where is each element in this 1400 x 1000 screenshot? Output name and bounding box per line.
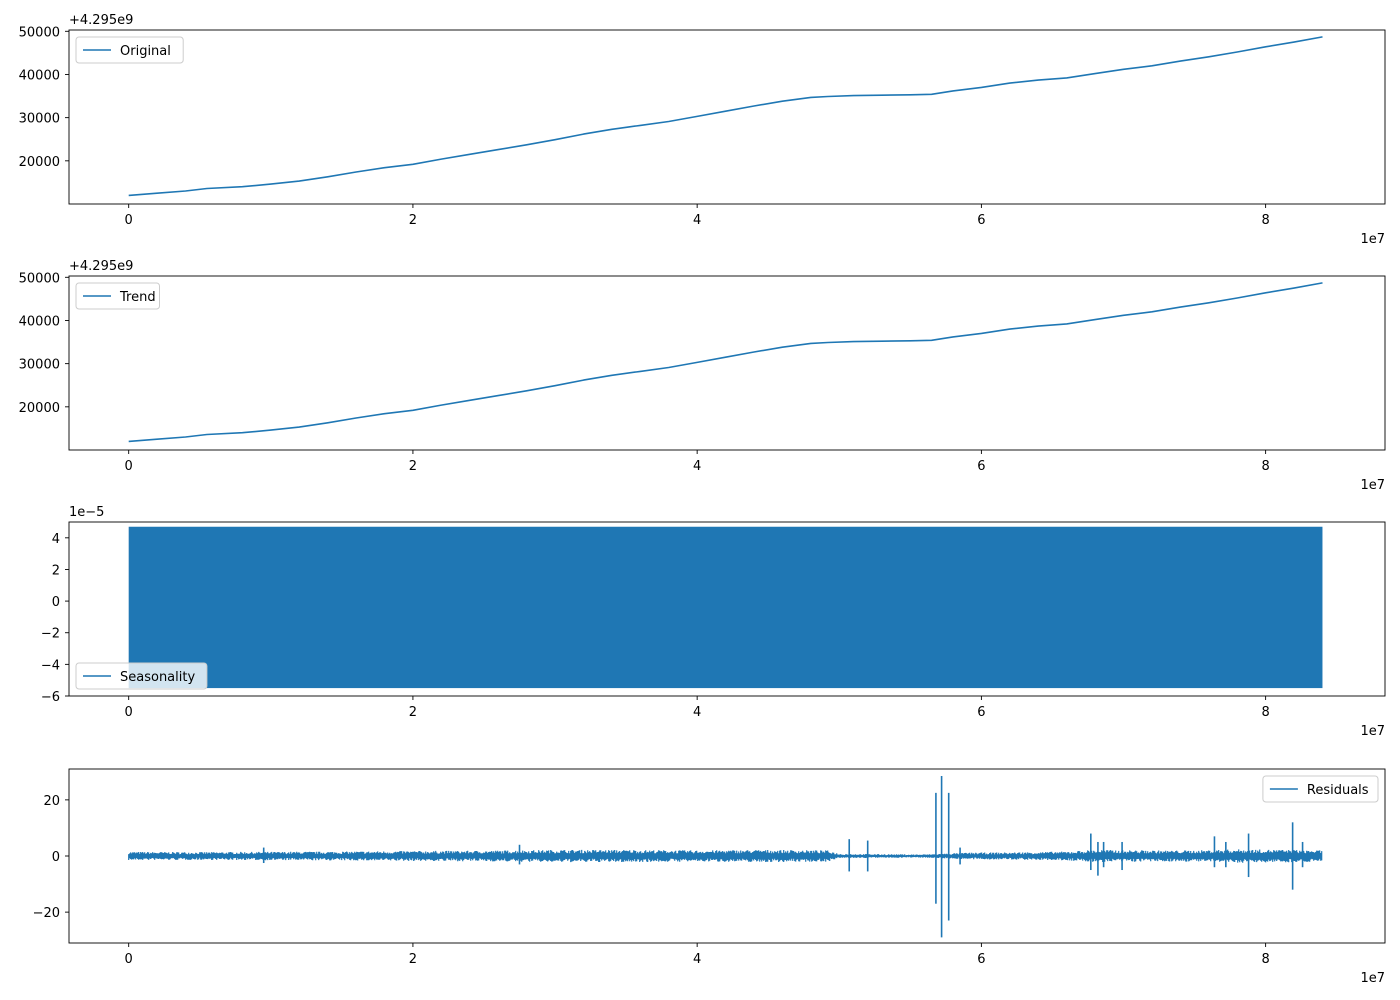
legend-box <box>75 662 208 690</box>
x-tick-label: 4 <box>693 459 701 474</box>
x-tick-label: 8 <box>1261 952 1269 967</box>
x-multiplier-label: 1e7 <box>1360 232 1385 247</box>
y-tick-label: −4 <box>41 658 60 673</box>
y-tick-label: 40000 <box>19 314 60 329</box>
y-tick-label: 40000 <box>19 68 60 83</box>
panel-1: 0 2 4 6 8 1e7 20000 30000 40000 50000 +4.295e9 Orig… <box>19 13 1386 247</box>
y-tick-label: 30000 <box>19 112 60 127</box>
x-tick-label: 6 <box>977 952 985 967</box>
x-tick-label: 0 <box>125 952 133 967</box>
x-tick-label: 4 <box>693 705 701 720</box>
y-tick-label: 30000 <box>19 358 60 373</box>
y-tick-label: −2 <box>41 627 60 642</box>
legend-label: Trend <box>119 290 156 305</box>
legend-box <box>75 282 160 310</box>
x-tick-label: 4 <box>693 213 701 228</box>
x-tick-label: 0 <box>125 459 133 474</box>
axes-frame <box>68 275 1386 451</box>
x-multiplier-label: 1e7 <box>1360 971 1385 986</box>
legend: Original <box>75 36 184 64</box>
plot-area <box>128 776 1323 938</box>
y-tick-label: −20 <box>33 906 60 921</box>
y-tick-label: −6 <box>41 690 60 705</box>
plot-area <box>128 526 1323 689</box>
plot-area <box>128 282 1323 443</box>
panel-2: 0 2 4 6 8 1e7 20000 30000 40000 50000 +4.295e9 Tren… <box>19 259 1386 493</box>
legend: Residuals <box>1262 775 1379 803</box>
y-tick-label: 20000 <box>19 401 60 416</box>
x-tick-label: 2 <box>409 952 417 967</box>
legend: Trend <box>75 282 160 310</box>
x-multiplier-label: 1e7 <box>1360 478 1385 493</box>
axes-frame <box>68 521 1386 697</box>
legend: Seasonality <box>75 662 208 690</box>
x-tick-label: 8 <box>1261 459 1269 474</box>
y-offset-label: 1e−5 <box>69 505 104 520</box>
panel-3: 0 2 4 6 8 1e7 −6 −4 −2 0 2 4 1e−5 Seasonality <box>41 505 1386 739</box>
y-tick-label: 4 <box>52 532 60 547</box>
y-tick-label: 50000 <box>19 271 60 286</box>
y-tick-label: 0 <box>52 850 60 865</box>
legend-label: Original <box>120 44 171 59</box>
x-tick-label: 4 <box>693 952 701 967</box>
x-tick-label: 6 <box>977 705 985 720</box>
series-noise-residuals <box>128 849 1323 863</box>
x-tick-label: 8 <box>1261 705 1269 720</box>
y-offset-label: +4.295e9 <box>69 259 133 274</box>
legend-label: Residuals <box>1307 783 1369 798</box>
series-band-seasonality <box>128 526 1323 689</box>
plot-area <box>128 36 1323 197</box>
legend-label: Seasonality <box>120 670 195 685</box>
x-tick-label: 6 <box>977 213 985 228</box>
y-tick-label: 2 <box>52 563 60 578</box>
x-tick-label: 2 <box>409 459 417 474</box>
y-tick-label: 20 <box>43 794 60 809</box>
series-line-trend <box>128 282 1323 443</box>
series-line-original <box>128 36 1323 197</box>
legend-box <box>75 36 184 64</box>
x-tick-label: 0 <box>125 213 133 228</box>
x-multiplier-label: 1e7 <box>1360 724 1385 739</box>
y-tick-label: 50000 <box>19 25 60 40</box>
y-tick-label: 0 <box>52 595 60 610</box>
x-tick-label: 8 <box>1261 213 1269 228</box>
y-tick-label: 20000 <box>19 155 60 170</box>
axes-frame <box>68 29 1386 205</box>
x-tick-label: 2 <box>409 213 417 228</box>
legend-box <box>1262 775 1379 803</box>
y-offset-label: +4.295e9 <box>69 13 133 28</box>
x-tick-label: 0 <box>125 705 133 720</box>
panel-4: 0 2 4 6 8 1e7 −20 0 20 Residuals <box>33 768 1386 986</box>
x-tick-label: 6 <box>977 459 985 474</box>
x-tick-label: 2 <box>409 705 417 720</box>
